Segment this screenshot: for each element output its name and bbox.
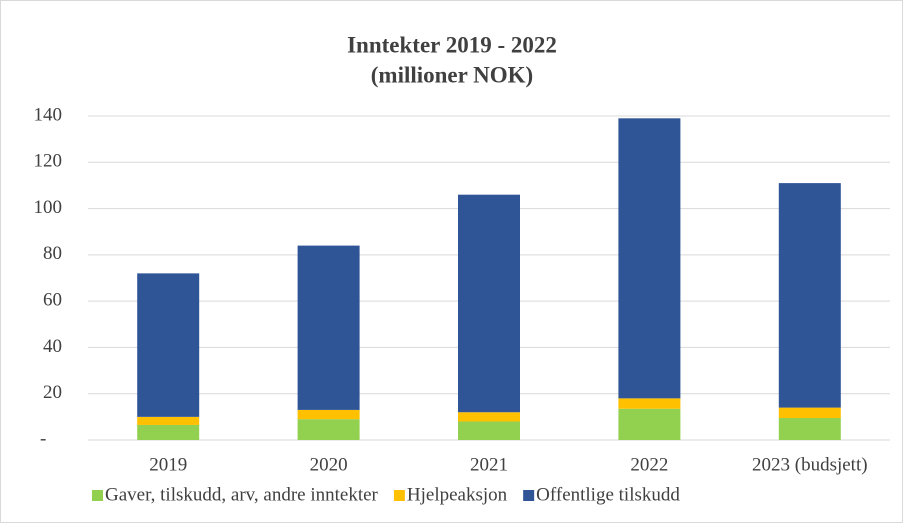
legend-label: Offentlige tilskudd: [536, 484, 680, 505]
x-tick-label: 2023 (budsjett): [752, 454, 868, 475]
bar-segment: [137, 416, 200, 425]
bar-segment: [618, 408, 681, 440]
bar-segment: [458, 194, 520, 413]
bar-segment: [297, 245, 360, 410]
y-tick-label: -: [40, 428, 46, 449]
legend-swatch: [92, 490, 103, 501]
x-tick-label: 2020: [310, 454, 348, 475]
bar-segment: [778, 183, 841, 408]
bar-segment: [458, 412, 520, 422]
y-tick-label: 40: [43, 336, 62, 357]
y-tick-label: 100: [34, 197, 63, 218]
bar-segment: [778, 407, 841, 419]
legend-label: Gaver, tilskudd, arv, andre inntekter: [105, 484, 379, 505]
chart-title: Inntekter 2019 - 2022: [347, 32, 557, 57]
bar-segment: [137, 273, 200, 417]
legend-swatch: [523, 490, 535, 501]
bar-segment: [137, 424, 200, 440]
bar-segment: [618, 118, 681, 399]
x-tick-label: 2019: [149, 454, 187, 475]
bar-segment: [618, 398, 681, 409]
bar-segment: [297, 419, 360, 440]
chart-subtitle: (millioner NOK): [371, 62, 533, 87]
bar-segment: [778, 418, 841, 440]
y-tick-label: 20: [43, 382, 62, 403]
y-tick-label: 60: [43, 290, 62, 311]
y-tick-label: 120: [34, 151, 63, 172]
bar-segment: [458, 421, 520, 440]
bar-segment: [297, 409, 360, 420]
y-tick-label: 80: [43, 243, 62, 264]
x-tick-label: 2022: [630, 454, 668, 475]
legend-swatch: [393, 490, 405, 501]
x-tick-label: 2021: [470, 454, 508, 475]
legend-label: Hjelpeaksjon: [407, 484, 508, 505]
y-tick-label: 140: [34, 104, 63, 125]
